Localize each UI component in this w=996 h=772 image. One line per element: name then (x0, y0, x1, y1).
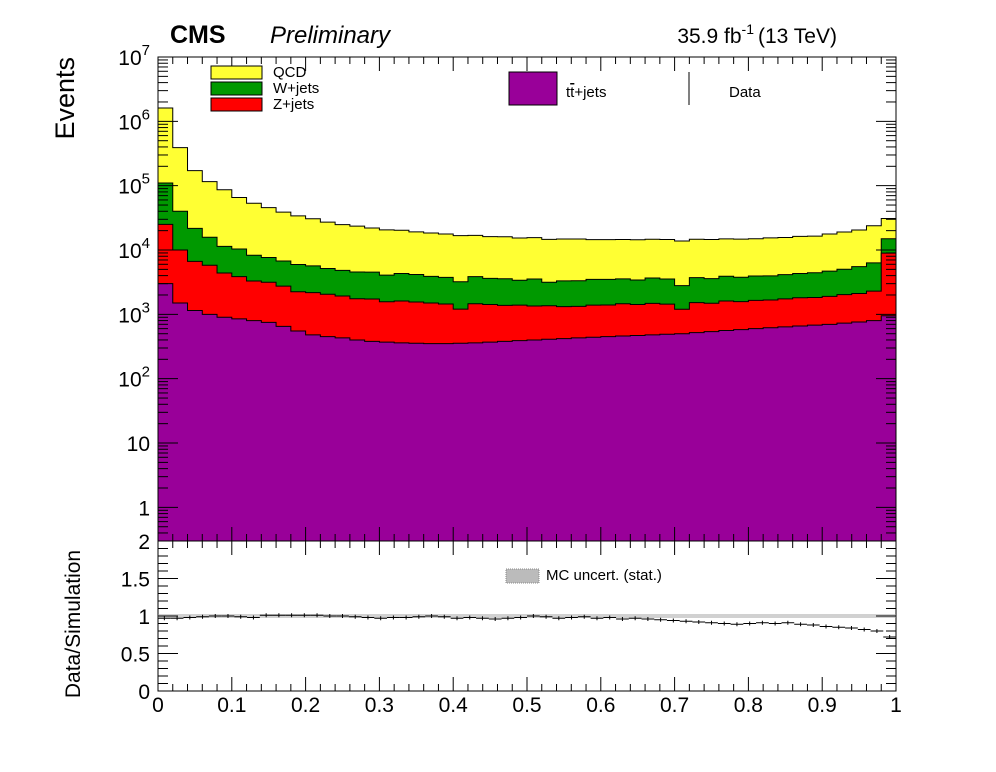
lumi-exponent: -1 (742, 21, 755, 37)
legend-swatch-ttbar (508, 71, 558, 106)
y-tick-exponent: 3 (142, 299, 150, 316)
mc-uncert-legend-label: MC uncert. (stat.) (546, 567, 662, 584)
x-tick-label: 0.7 (660, 694, 689, 717)
ratio-y-tick-label: 1 (138, 606, 150, 629)
x-tick-label: 0.5 (512, 694, 541, 717)
status-label: Preliminary (270, 22, 392, 49)
ratio-axis-ticks: 0 0.5 1 1.5 2 0 0.1 0.2 0.3 0.4 0.5 0.6 0.7 0.8 0.9 1 (121, 531, 902, 717)
y-tick-exponent: 5 (142, 171, 150, 188)
x-tick-label: 0.8 (734, 694, 763, 717)
y-tick-label: 104 (118, 235, 150, 263)
y-tick-label: 107 (118, 42, 150, 70)
y-tick-label: 1 (138, 497, 150, 520)
x-tick-label: 0.4 (439, 694, 469, 717)
y-tick-label: 105 (118, 171, 150, 199)
mc-uncert-legend-swatch (505, 568, 540, 584)
y-tick-base: 10 (118, 369, 141, 392)
y-tick-exponent: 4 (142, 235, 150, 252)
y-tick-label: 102 (118, 364, 150, 392)
legend-swatch-wjets (210, 81, 263, 96)
legend-label-wjets: W+jets (273, 80, 319, 97)
y-axis-title-ratio: Data/Simulation (62, 550, 85, 698)
y-tick-base: 10 (118, 111, 141, 134)
ratio-panel: 0 0.5 1 1.5 2 0 0.1 0.2 0.3 0.4 0.5 0.6 0.7 0.8 0.9 1 M… (62, 531, 902, 717)
legend-label-qcd: QCD (273, 64, 307, 81)
legend-label-data: Data (729, 84, 761, 101)
y-tick-exponent: 6 (142, 106, 150, 123)
legend-label-ttbar-t: t (566, 84, 571, 101)
x-tick-label: 0.9 (808, 694, 837, 717)
y-tick-label: 106 (118, 106, 150, 134)
x-tick-label: 0 (152, 694, 164, 717)
lumi-label: 35.9 fb-1 (13 TeV) (677, 21, 837, 48)
legend-swatch-qcd (210, 65, 263, 80)
stack-ttbar (157, 283, 897, 542)
ratio-points (158, 613, 896, 639)
y-tick-base: 10 (118, 240, 141, 263)
ratio-y-tick-label: 2 (138, 531, 150, 554)
y-tick-base: 10 (118, 304, 141, 327)
y-tick-exponent: 7 (142, 42, 150, 59)
legend-label-ttbar-jets: +jets (574, 84, 606, 101)
ratio-y-tick-label: 0 (138, 681, 150, 704)
x-tick-label: 1 (890, 694, 902, 717)
experiment-label: CMS (170, 21, 226, 49)
energy-label: (13 TeV) (758, 25, 837, 48)
y-tick-base: 1 (138, 497, 150, 520)
legend-label-zjets: Z+jets (273, 96, 314, 113)
legend-label-ttbar: tt+jets (566, 84, 606, 101)
x-tick-label: 0.3 (365, 694, 394, 717)
legend-label-ttbar-tbar: t (570, 84, 575, 101)
y-tick-base: 10 (118, 47, 141, 70)
y-tick-base: 10 (118, 176, 141, 199)
x-tick-label: 0.6 (586, 694, 615, 717)
y-axis-title-events: Events (50, 57, 80, 140)
legend: QCD W+jets Z+jets tt+jets Data (210, 64, 761, 113)
y-tick-label: 103 (118, 299, 150, 327)
y-tick-exponent: 2 (142, 364, 150, 381)
stack-histograms (157, 107, 897, 542)
legend-swatch-zjets (210, 97, 263, 112)
lumi-value: 35.9 fb (677, 25, 741, 48)
x-tick-label: 0.1 (217, 694, 246, 717)
y-tick-base: 10 (127, 433, 150, 456)
x-tick-label: 0.2 (291, 694, 320, 717)
y-tick-label: 10 (127, 433, 150, 456)
ratio-y-tick-label: 1.5 (121, 569, 150, 592)
ratio-y-tick-label: 0.5 (121, 644, 150, 667)
